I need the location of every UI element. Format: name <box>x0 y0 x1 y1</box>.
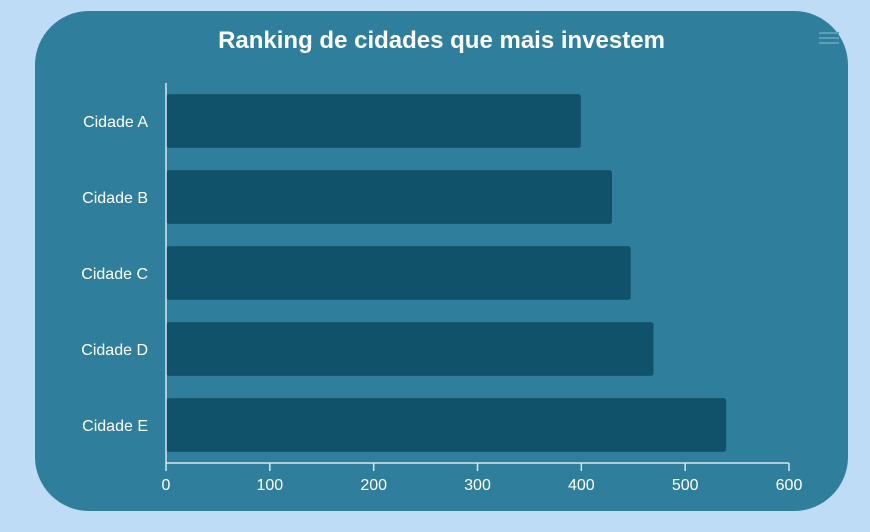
x-tick-label: 600 <box>776 477 803 494</box>
x-tick-label: 0 <box>162 477 171 494</box>
x-tick-label: 300 <box>464 477 491 494</box>
category-label: Cidade D <box>81 342 148 359</box>
bar-cidade-a[interactable] <box>166 94 581 149</box>
x-tick-label: 400 <box>568 477 595 494</box>
x-tick-label: 100 <box>256 477 283 494</box>
category-label: Cidade C <box>81 266 148 283</box>
bar-cidade-c[interactable] <box>166 246 631 301</box>
category-label: Cidade A <box>83 114 148 131</box>
x-tick-label: 200 <box>360 477 387 494</box>
bars-group <box>166 94 727 453</box>
bar-cidade-d[interactable] <box>166 322 654 377</box>
bar-cidade-e[interactable] <box>166 398 727 453</box>
x-tick-label: 500 <box>672 477 699 494</box>
category-labels: Cidade A Cidade B Cidade C Cidade D Cidade E <box>81 114 148 435</box>
x-axis-ticks: 0 100 200 300 400 500 600 <box>162 463 803 494</box>
bar-cidade-b[interactable] <box>166 170 612 225</box>
category-label: Cidade B <box>82 190 148 207</box>
category-label: Cidade E <box>82 418 148 435</box>
